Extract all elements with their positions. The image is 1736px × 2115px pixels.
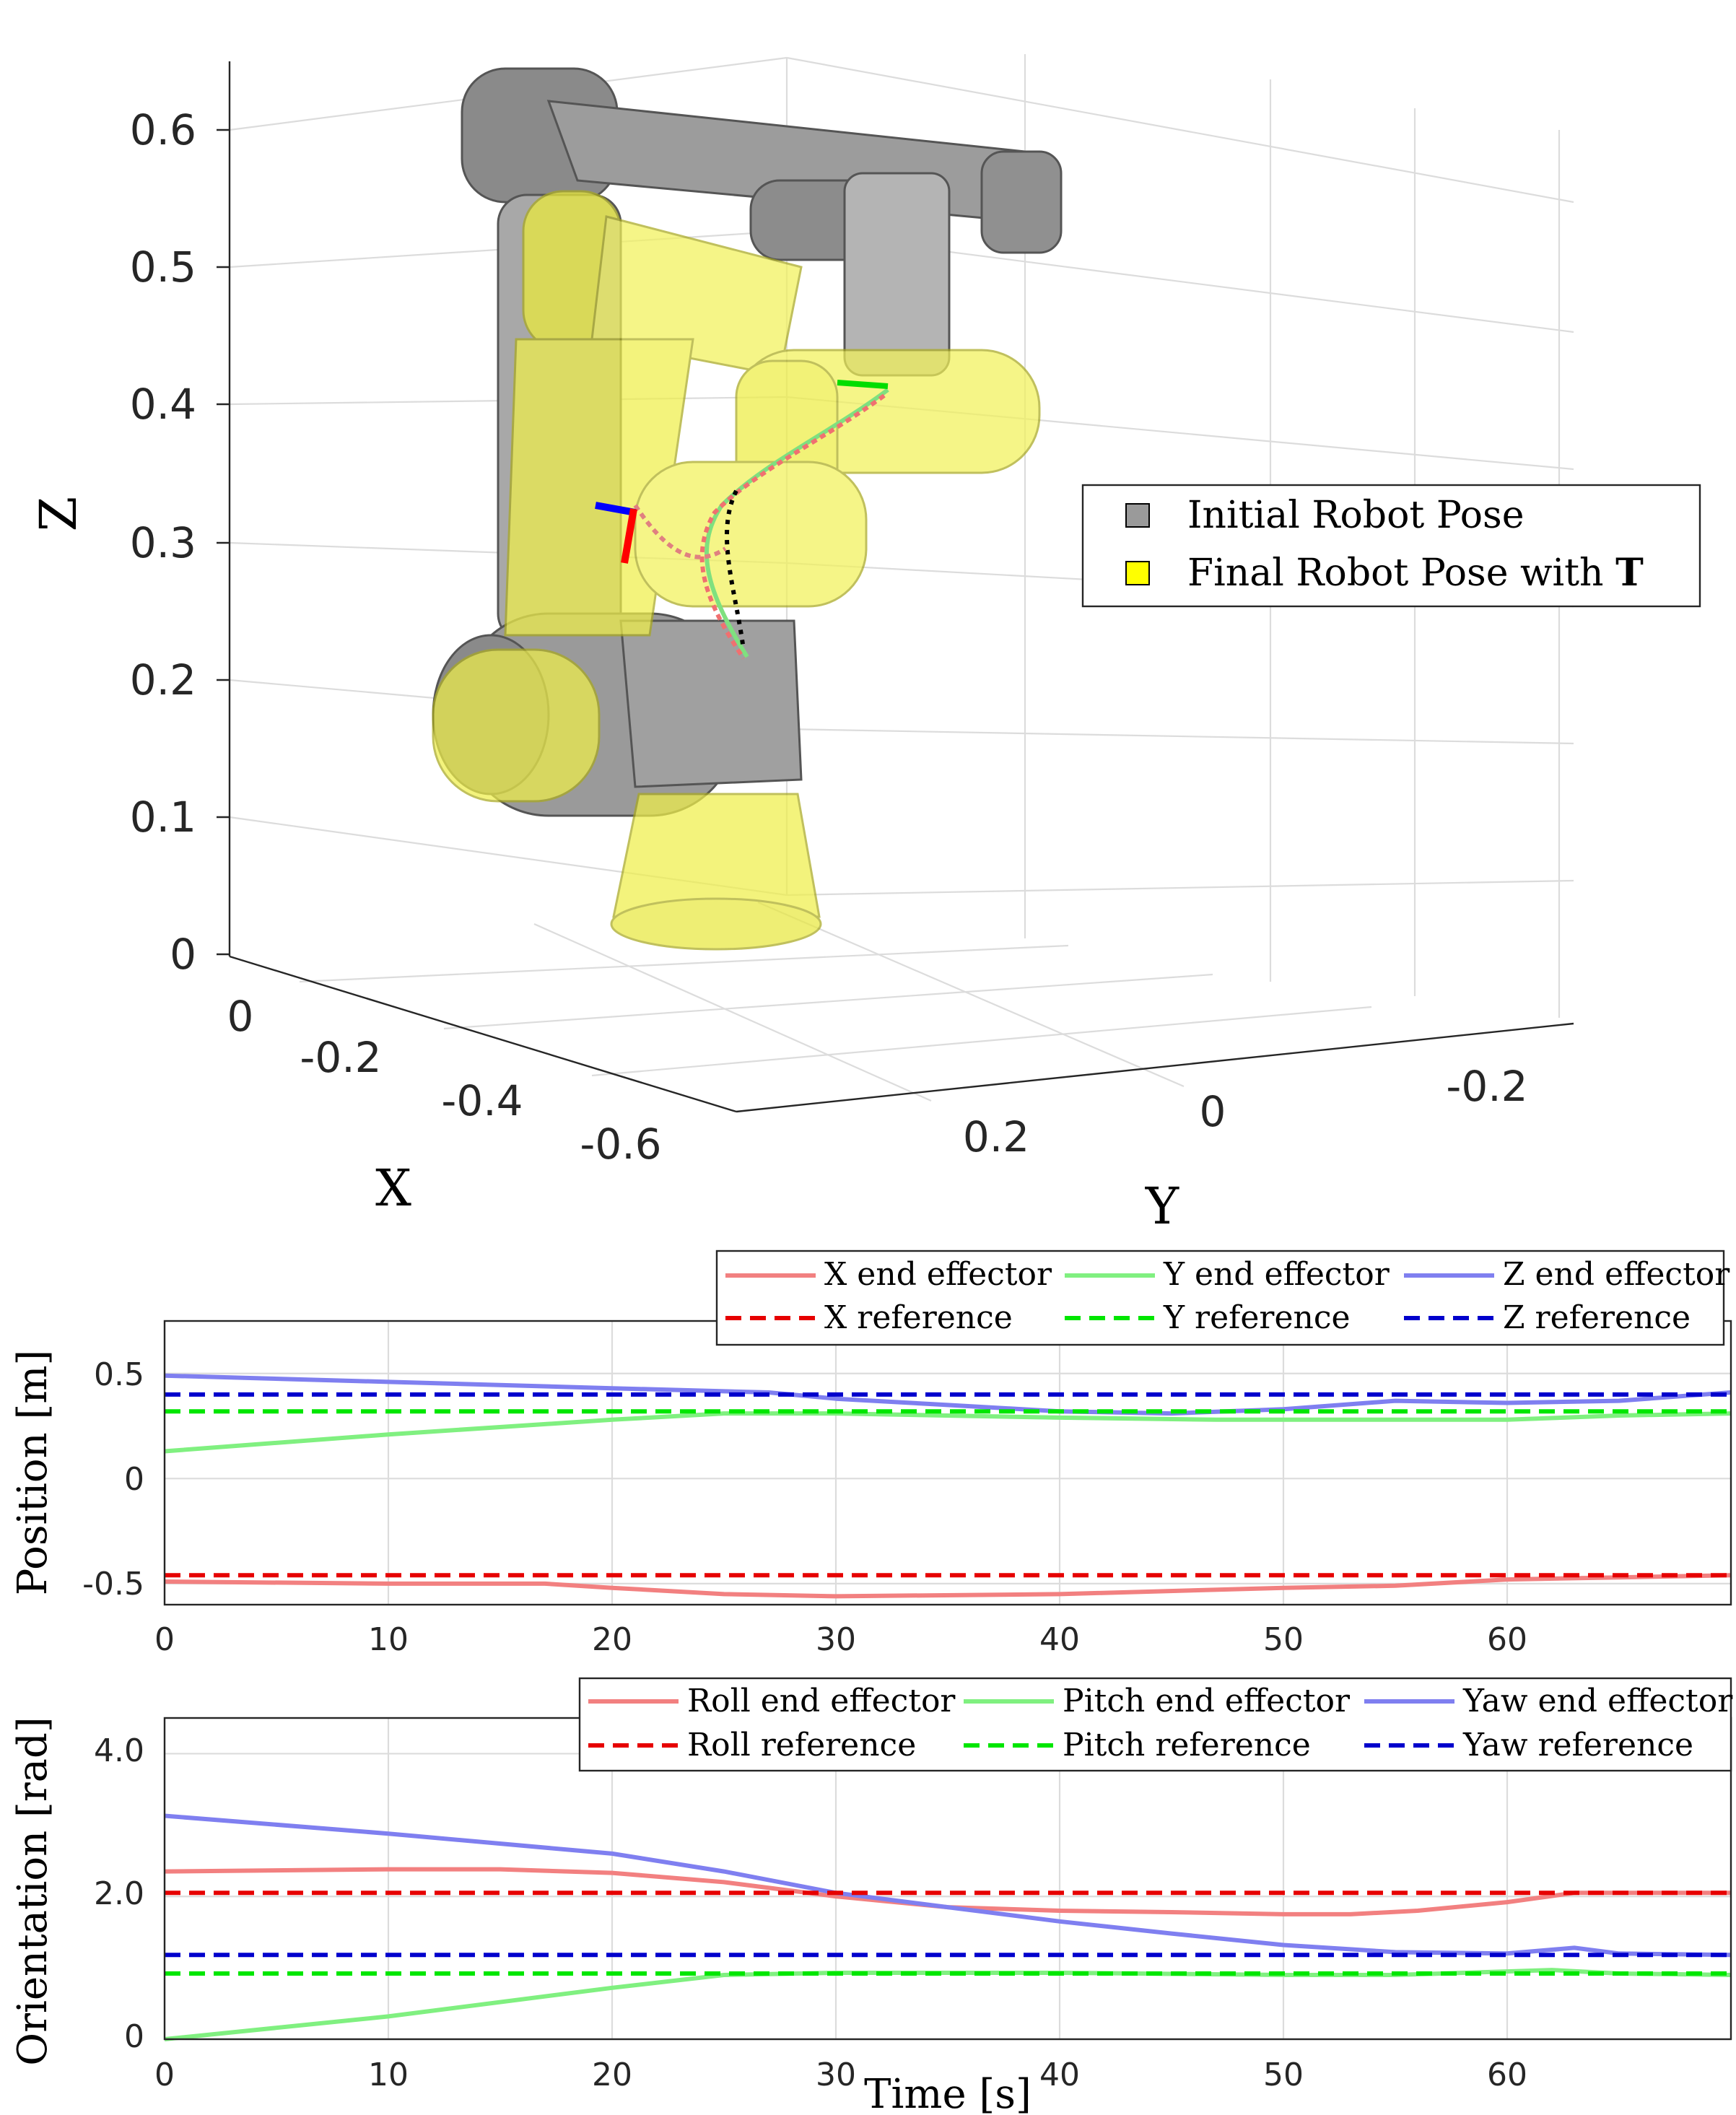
legend-label-x-ref: X reference bbox=[824, 1299, 1013, 1336]
z-tick-label: 0.4 bbox=[130, 380, 196, 429]
orientation-x-tick-label: 60 bbox=[1487, 2057, 1527, 2093]
legend-label-initial: Initial Robot Pose bbox=[1187, 494, 1524, 537]
orientation-series-roll-end-effector bbox=[164, 1867, 1731, 1916]
x-tick-labels: 0 -0.2 -0.4 -0.6 bbox=[227, 992, 662, 1169]
axes-3d bbox=[217, 61, 1574, 1113]
orientation-x-tick-label: 20 bbox=[592, 2057, 632, 2093]
y-tick-label: 0 bbox=[1200, 1087, 1226, 1136]
legend-label-y-ref: Y reference bbox=[1163, 1299, 1351, 1336]
orientation-y-tick-labels: 4.0 2.0 0 bbox=[94, 1732, 144, 2055]
orientation-legend: Roll end effector Roll reference Pitch e… bbox=[578, 1677, 1733, 1772]
x-tick-label: -0.6 bbox=[580, 1120, 661, 1169]
orientation-plot: 0 10 20 30 40 50 60 4.0 2.0 0 Orientatio… bbox=[9, 1677, 1733, 2115]
legend-label-z-ref: Z reference bbox=[1503, 1299, 1691, 1336]
orientation-x-tick-label: 10 bbox=[368, 2057, 409, 2093]
orientation-y-tick-label: 4.0 bbox=[94, 1732, 144, 1769]
z-tick-label: 0.2 bbox=[130, 655, 196, 705]
orientation-x-tick-label: 40 bbox=[1039, 2057, 1080, 2093]
scene-3d: 0.6 0.5 0.4 0.3 0.2 0.1 0 0 -0.2 -0.4 -0… bbox=[29, 54, 1701, 1236]
y-axis-label: Y bbox=[1145, 1177, 1179, 1236]
legend-label-y-ee: Y end effector bbox=[1163, 1256, 1390, 1293]
position-y-axis-label: Position [m] bbox=[9, 1350, 56, 1596]
legend-label-roll-ref: Roll reference bbox=[687, 1727, 916, 1763]
position-x-tick-label: 30 bbox=[816, 1621, 856, 1658]
z-tick-labels: 0.6 0.5 0.4 0.3 0.2 0.1 0 bbox=[130, 105, 196, 979]
legend-label-yaw-ref: Yaw reference bbox=[1462, 1727, 1693, 1763]
z-tick-label: 0.5 bbox=[130, 243, 196, 292]
orientation-x-tick-label: 30 bbox=[816, 2057, 856, 2093]
legend-label-pitch-ref: Pitch reference bbox=[1063, 1727, 1311, 1763]
robot-final-pose bbox=[432, 190, 1041, 951]
position-x-tick-label: 40 bbox=[1039, 1621, 1080, 1658]
legend-label-pitch-ee: Pitch end effector bbox=[1063, 1683, 1351, 1719]
y-tick-label: 0.2 bbox=[963, 1112, 1029, 1161]
legend-label-yaw-ee: Yaw end effector bbox=[1462, 1683, 1733, 1719]
z-tick-label: 0.6 bbox=[130, 105, 196, 154]
position-axes-box bbox=[163, 1320, 1732, 1606]
position-series-y-end-effector bbox=[164, 1411, 1732, 1454]
orientation-y-axis-label: Orientation [rad] bbox=[9, 1717, 56, 2065]
z-tick-label: 0 bbox=[170, 930, 196, 979]
x-tick-label: -0.2 bbox=[300, 1033, 381, 1082]
orientation-x-axis-label: Time [s] bbox=[864, 2071, 1031, 2115]
legend-swatch-initial bbox=[1125, 503, 1150, 528]
position-x-tick-label: 0 bbox=[154, 1621, 175, 1658]
z-axis-label: Z bbox=[29, 497, 88, 532]
position-plot: 0 10 20 30 40 50 60 0.5 0 -0.5 Position … bbox=[9, 1250, 1732, 1658]
z-tick-label: 0.1 bbox=[130, 793, 196, 842]
position-y-tick-label: 0 bbox=[124, 1461, 144, 1498]
orientation-x-tick-label: 0 bbox=[154, 2057, 175, 2093]
position-x-tick-label: 60 bbox=[1487, 1621, 1527, 1658]
position-x-tick-label: 10 bbox=[368, 1621, 409, 1658]
x-tick-label: 0 bbox=[227, 992, 254, 1041]
z-tick-label: 0.3 bbox=[130, 518, 196, 567]
position-y-tick-labels: 0.5 0 -0.5 bbox=[82, 1356, 144, 1602]
position-x-tick-label: 50 bbox=[1263, 1621, 1304, 1658]
position-series-x-end-effector bbox=[164, 1573, 1732, 1599]
orientation-x-tick-labels: 0 10 20 30 40 50 60 bbox=[154, 2057, 1527, 2093]
legend-label-final-bold: T bbox=[1615, 551, 1644, 595]
position-grid bbox=[163, 1321, 1731, 1605]
orientation-y-tick-label: 0 bbox=[124, 2018, 144, 2055]
position-x-tick-labels: 0 10 20 30 40 50 60 bbox=[154, 1621, 1527, 1658]
legend-label-final-text: Final Robot Pose with bbox=[1187, 551, 1615, 595]
orientation-series-pitch-end-effector bbox=[164, 1968, 1732, 2041]
position-legend: X end effector X reference Y end effecto… bbox=[715, 1250, 1730, 1346]
legend-label-final: Final Robot Pose with T bbox=[1187, 551, 1644, 595]
position-y-tick-label: 0.5 bbox=[94, 1356, 144, 1393]
orientation-x-tick-label: 50 bbox=[1263, 2057, 1304, 2093]
legend-label-x-ee: X end effector bbox=[824, 1256, 1052, 1293]
x-axis-label: X bbox=[375, 1159, 411, 1218]
legend-swatch-final bbox=[1125, 561, 1150, 585]
y-tick-label: -0.2 bbox=[1446, 1062, 1527, 1111]
position-y-tick-label: -0.5 bbox=[82, 1566, 144, 1602]
x-tick-label: -0.4 bbox=[441, 1076, 523, 1125]
end-effector-trajectory bbox=[595, 380, 889, 660]
orientation-series-yaw-end-effector bbox=[164, 1813, 1732, 1958]
orientation-series bbox=[164, 1813, 1732, 2041]
orientation-y-tick-label: 2.0 bbox=[94, 1875, 144, 1912]
legend-label-z-ee: Z end effector bbox=[1503, 1256, 1730, 1293]
legend-3d: Initial Robot Pose Final Robot Pose with… bbox=[1081, 484, 1701, 608]
position-series bbox=[164, 1373, 1732, 1599]
position-x-tick-label: 20 bbox=[592, 1621, 632, 1658]
legend-label-roll-ee: Roll end effector bbox=[687, 1683, 956, 1719]
y-tick-labels: 0.2 0 -0.2 bbox=[963, 1062, 1528, 1161]
